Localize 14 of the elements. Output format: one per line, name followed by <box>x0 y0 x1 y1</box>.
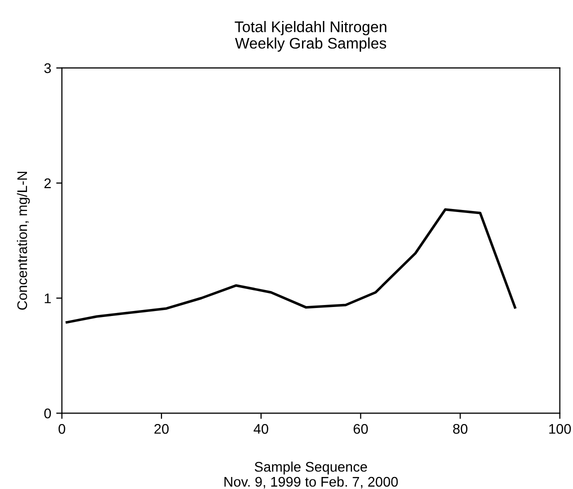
x-tick-label: 40 <box>254 424 268 434</box>
x-tick-label: 100 <box>549 424 571 434</box>
chart-title: Total Kjeldahl Nitrogen Weekly Grab Samples <box>234 21 386 52</box>
x-tick-label: 20 <box>154 424 169 434</box>
y-tick-label: 3 <box>44 63 51 74</box>
x-tick-label: 60 <box>354 424 368 434</box>
y-tick-label: 2 <box>44 178 51 188</box>
x-tick-label: 80 <box>453 424 468 434</box>
y-axis-title: Concentration, mg/L-N <box>16 172 30 310</box>
line-series <box>66 208 516 324</box>
x-tick-label: 0 <box>58 424 66 434</box>
y-tick-label: 0 <box>44 408 51 418</box>
x-axis-title: Sample Sequence Nov. 9, 1999 to Feb. 7, 2000 <box>224 462 398 488</box>
y-tick-label: 1 <box>44 294 51 304</box>
